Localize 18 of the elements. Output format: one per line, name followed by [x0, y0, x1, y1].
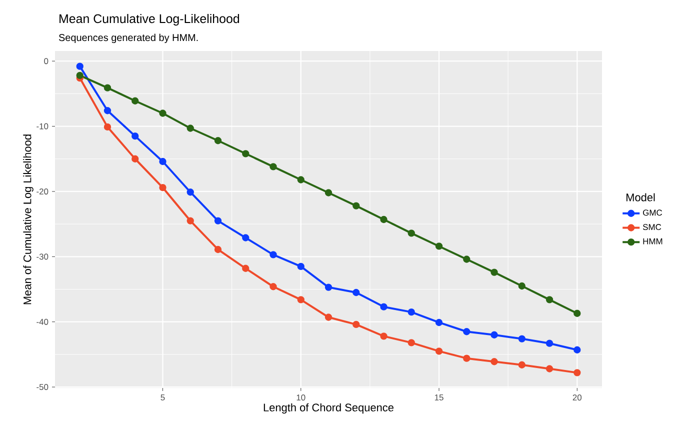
legend-label: GMC: [643, 210, 662, 216]
y-tick-label: -40: [36, 318, 48, 325]
chart-subtitle: Sequences generated by HMM.: [58, 34, 198, 44]
x-tick-label: 20: [572, 394, 582, 400]
y-tick-label: -30: [36, 254, 48, 260]
x-axis-title: Length of Chord Sequence: [264, 403, 394, 414]
y-tick-label: -50: [36, 384, 48, 390]
x-tick-label: 5: [160, 394, 165, 400]
y-tick-label: -20: [36, 188, 48, 194]
legend-label: HMM: [643, 238, 662, 244]
chart-title: Mean Cumulative Log-Likelihood: [60, 14, 240, 26]
legend-label: SMC: [642, 224, 662, 230]
y-tick-label: -10: [36, 123, 48, 130]
y-tick-label: 0: [44, 58, 48, 64]
x-tick-label: 10: [296, 394, 306, 400]
legend-title: Model: [626, 193, 655, 202]
x-tick-label: 15: [434, 394, 444, 400]
y-axis-title: Mean of Cumulative Log Likelihood: [23, 134, 34, 304]
